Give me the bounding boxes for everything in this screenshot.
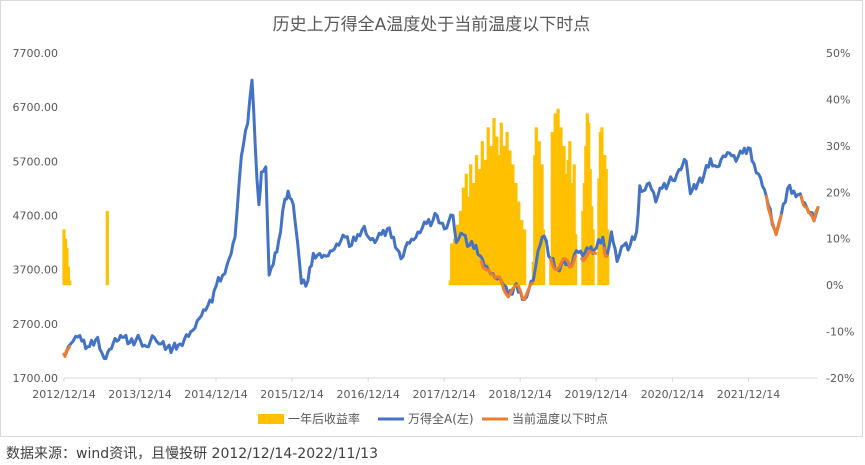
return-bar-5 [105, 210, 109, 286]
right-axis-tick-7: 50% [826, 47, 850, 60]
left-axis-tick-1: 2700.00 [13, 318, 59, 331]
left-axis-tick-0: 1700.00 [13, 372, 59, 385]
source-note: 数据来源：wind资讯，且慢投研 2012/12/14-2022/11/13 [6, 446, 378, 462]
return-bar-4 [68, 280, 72, 286]
right-axis-ticks: -20% -10% 0% 10% 20% 30% 40% 50% [826, 47, 854, 385]
right-axis-tick-3: 10% [826, 233, 850, 246]
x-axis-tick-0: 2012/12/14 [32, 388, 95, 401]
current-temp-segment-1 [479, 260, 534, 301]
x-axis-tick-3: 2015/12/14 [260, 388, 323, 401]
index-series-line [62, 78, 820, 361]
x-axis-tick-5: 2017/12/14 [412, 388, 475, 401]
legend-label-returns: 一年后收益率 [288, 411, 360, 426]
legend-swatch-returns [258, 414, 284, 424]
chart-title: 历史上万得全A温度处于当前温度以下时点 [272, 15, 591, 35]
x-axis-tick-8: 2020/12/14 [641, 388, 704, 401]
left-axis-tick-3: 4700.00 [13, 210, 59, 223]
left-axis-tick-4: 5700.00 [13, 155, 59, 168]
left-axis-ticks: 1700.00 2700.00 3700.00 4700.00 5700.00 6700.… [13, 47, 59, 385]
current-temp-segment-3 [580, 249, 597, 263]
chart-frame [0, 0, 863, 437]
legend: 一年后收益率 万得全A(左) 当前温度以下时点 [258, 411, 608, 426]
legend-label-index: 万得全A(左) [408, 411, 474, 426]
current-temp-segment-0 [62, 345, 72, 358]
x-axis-tick-1: 2013/12/14 [108, 388, 171, 401]
return-bar-2 [65, 248, 69, 286]
current-temp-segment-2 [549, 254, 577, 272]
right-axis-tick-0: -20% [826, 372, 854, 385]
right-axis-tick-2: 0% [826, 279, 843, 292]
left-axis-tick-5: 6700.00 [13, 101, 59, 114]
return-bar-9 [453, 238, 457, 286]
current-temp-segment-5 [764, 195, 783, 236]
right-axis-tick-5: 30% [826, 140, 850, 153]
right-axis-tick-6: 40% [826, 93, 850, 106]
return-bar-91 [591, 229, 595, 286]
return-bar-82 [572, 164, 576, 286]
current-temp-segment-6 [799, 195, 820, 223]
right-axis-tick-1: -10% [826, 326, 854, 339]
legend-item-returns: 一年后收益率 [258, 411, 360, 426]
current-temp-segment-4 [602, 246, 609, 258]
x-axis-ticks: 2012/12/14 2013/12/14 2014/12/14 2015/12/14… [32, 378, 780, 401]
return-bar-97 [604, 169, 608, 286]
left-axis-tick-2: 3700.00 [13, 264, 59, 277]
legend-item-index: 万得全A(左) [378, 411, 474, 426]
return-bar-3 [66, 266, 70, 286]
legend-item-current-temp: 当前温度以下时点 [482, 411, 608, 426]
x-axis-tick-7: 2019/12/14 [564, 388, 627, 401]
x-axis-tick-6: 2018/12/14 [488, 388, 551, 401]
return-bars [62, 108, 610, 286]
return-bar-17 [464, 173, 468, 286]
left-axis-tick-6: 7700.00 [13, 47, 59, 60]
x-axis-tick-2: 2014/12/14 [184, 388, 247, 401]
return-bar-64 [540, 164, 544, 286]
x-axis-tick-9: 2021/12/14 [717, 388, 780, 401]
return-bar-20 [469, 164, 473, 286]
x-axis-tick-4: 2016/12/14 [336, 388, 399, 401]
chart-plot: 1700.00 2700.00 3700.00 4700.00 5700.00 6700.… [13, 47, 855, 426]
legend-label-current-temp: 当前温度以下时点 [512, 411, 608, 426]
return-bar-57 [523, 229, 527, 286]
right-axis-tick-4: 20% [826, 186, 850, 199]
return-bar-65 [542, 229, 546, 286]
current-temp-series [62, 195, 820, 358]
